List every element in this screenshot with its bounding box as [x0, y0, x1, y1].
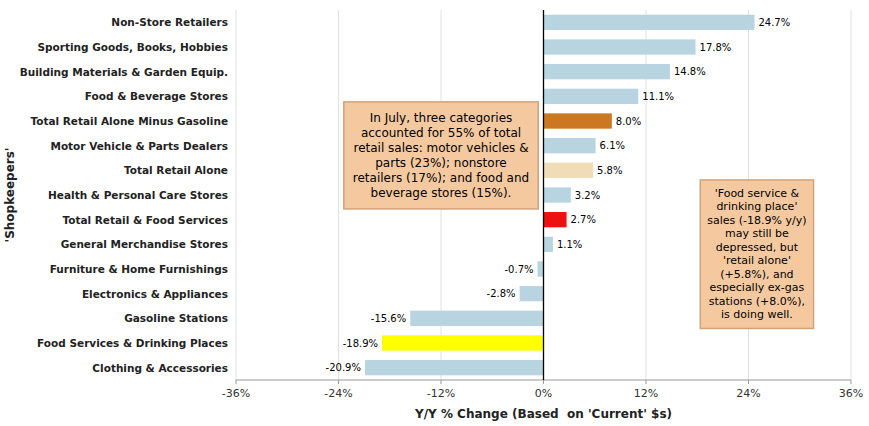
tick-label: 24% — [736, 387, 760, 400]
category-label: Clothing & Accessories — [92, 362, 228, 374]
data-label: -15.6% — [371, 313, 406, 324]
bar — [544, 89, 639, 104]
tick-mark — [851, 380, 852, 384]
bar — [544, 187, 571, 202]
bar — [544, 138, 596, 153]
y-axis: Clothing & Accessories Food Services & Dr… — [20, 16, 228, 373]
bar — [520, 286, 544, 301]
data-label: -18.9% — [343, 338, 378, 349]
data-label: 1.1% — [557, 239, 582, 250]
data-label: 2.7% — [571, 214, 596, 225]
category-label: Electronics & Appliances — [82, 288, 228, 300]
bar — [410, 311, 543, 326]
category-label: Furniture & Home Furnishings — [50, 263, 228, 275]
bar — [538, 261, 544, 276]
bar — [544, 64, 670, 79]
category-label: Total Retail Alone Minus Gasoline — [30, 115, 228, 127]
grid-line — [851, 10, 852, 380]
chart: -36% -24% -12% 0% 12% 24% 36% -20.9% -18.9% -15.6… — [0, 0, 869, 426]
grid-line — [543, 10, 544, 380]
tick-label: 36% — [839, 387, 863, 400]
grid-line — [236, 10, 237, 380]
bars — [365, 15, 755, 376]
category-label: Motor Vehicle & Parts Dealers — [50, 140, 228, 152]
tick-label: 12% — [634, 387, 658, 400]
bar — [544, 113, 612, 128]
data-label: 8.0% — [616, 116, 641, 127]
category-label: Total Retail Alone — [124, 164, 228, 176]
annotation-text: In July, three categoriesaccounted for 5… — [353, 111, 529, 200]
category-label: Gasoline Stations — [124, 312, 228, 324]
category-label: Health & Personal Care Stores — [48, 189, 228, 201]
annotation-text: 'Food service &drinking place'sales (-18… — [707, 187, 806, 322]
data-label: 24.7% — [758, 17, 790, 28]
annotation: 'Food service &drinking place'sales (-18… — [700, 180, 813, 329]
annotation-box — [700, 180, 813, 329]
tick-label: -36% — [222, 387, 250, 400]
tick-mark — [338, 380, 339, 384]
data-label: 17.8% — [700, 42, 732, 53]
tick-label: -12% — [427, 387, 455, 400]
tick-mark — [543, 380, 544, 384]
bar — [544, 237, 553, 252]
bar — [365, 360, 544, 375]
bar — [544, 39, 696, 54]
category-label: Non-Store Retailers — [111, 16, 228, 28]
category-label: Total Retail & Food Services — [62, 214, 228, 226]
data-label: 14.8% — [674, 66, 706, 77]
data-label: -0.7% — [505, 264, 534, 275]
tick-mark — [236, 380, 237, 384]
category-label: Building Materials & Garden Equip. — [20, 66, 228, 78]
data-label: 11.1% — [642, 91, 674, 102]
data-label: 6.1% — [600, 140, 625, 151]
tick-mark — [646, 380, 647, 384]
category-label: Sporting Goods, Books, Hobbies — [37, 41, 228, 53]
tick-mark — [748, 380, 749, 384]
category-label: Food Services & Drinking Places — [37, 337, 228, 349]
bar — [382, 335, 543, 350]
data-label: -2.8% — [487, 288, 516, 299]
bar — [544, 15, 755, 30]
tick-mark — [441, 380, 442, 384]
bar — [544, 212, 567, 227]
data-label: -20.9% — [326, 362, 361, 373]
tick-label: 0% — [535, 387, 552, 400]
tick-label: -24% — [324, 387, 352, 400]
annotation: In July, three categoriesaccounted for 5… — [344, 102, 538, 209]
zero-line — [543, 10, 544, 380]
grid — [236, 10, 851, 380]
x-axis: -36% -24% -12% 0% 12% 24% 36% — [222, 380, 863, 400]
bar — [544, 163, 594, 178]
y-axis-title: 'Shopkeepers' — [3, 147, 17, 242]
data-label: 3.2% — [575, 190, 600, 201]
x-axis-title: Y/Y % Change (Based on 'Current' $s) — [414, 407, 672, 421]
grid-line — [338, 10, 339, 380]
category-label: Food & Beverage Stores — [85, 90, 228, 102]
annotation-box — [344, 102, 538, 209]
category-label: General Merchandise Stores — [61, 238, 228, 250]
data-label: 5.8% — [597, 165, 622, 176]
